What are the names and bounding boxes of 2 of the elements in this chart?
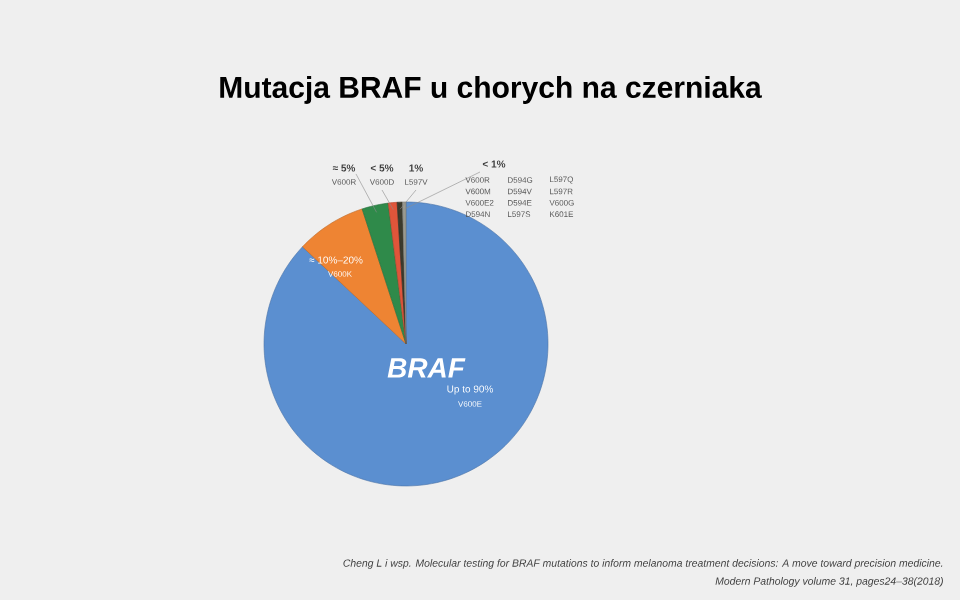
text: BRAF: [387, 358, 466, 378]
chart-title: Mutacja BRAF u chorych na czerniaka: [220, 76, 762, 104]
